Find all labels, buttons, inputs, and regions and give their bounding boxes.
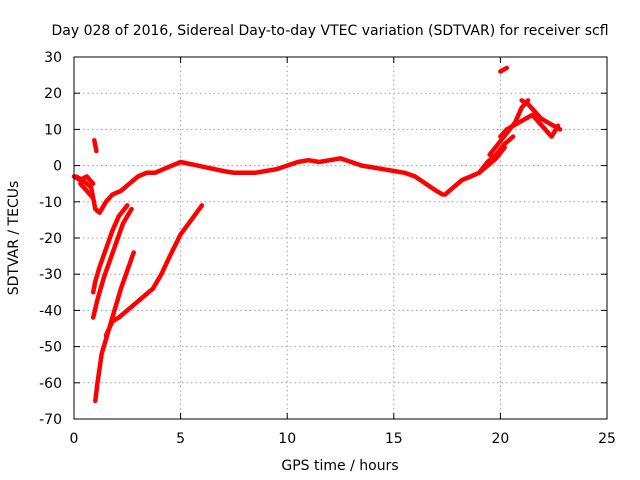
series-late-branch-e [519,98,563,132]
series-blip-20h [498,65,510,74]
x-tick-label: 25 [598,431,616,447]
y-tick-label: 10 [44,122,62,138]
x-tick-label: 20 [491,431,509,447]
series-steep-branch-a [90,203,130,295]
y-tick-label: -40 [39,303,62,319]
x-tick-label: 15 [385,431,403,447]
y-tick-label: -50 [39,340,62,356]
x-tick-label: 5 [176,431,185,447]
y-tick-labels: -70 -60 -50 -40 -30 -20 -10 0 10 20 30 [39,50,62,428]
y-tick-label: 0 [53,159,62,175]
grid-lines [74,57,607,419]
series-blip-1h [92,138,99,154]
x-tick-labels: 0 5 10 15 20 25 [70,431,616,447]
y-tick-label: -60 [39,376,62,392]
y-tick-label: 30 [44,50,62,66]
series-lower-branch [103,203,205,338]
x-tick-label: 0 [70,431,79,447]
series-late-rise-d [498,112,561,139]
y-tick-label: -10 [39,195,62,211]
y-tick-label: -20 [39,231,62,247]
series-early-start [71,174,96,186]
y-axis-label: SDTVAR / TECUs [6,181,22,296]
chart-title: Day 028 of 2016, Sidereal Day-to-day VTE… [51,23,608,39]
y-tick-label: -70 [39,412,62,428]
y-tick-label: 20 [44,86,62,102]
series-steep-branch-b [90,206,134,320]
y-tick-label: -30 [39,267,62,283]
x-tick-label: 10 [278,431,296,447]
axis-ticks [73,56,608,420]
series-main-trace [73,156,446,215]
data-series [71,65,563,404]
series-late-rise-a [442,145,507,197]
series-late-rise-b [476,134,516,176]
x-axis-label: GPS time / hours [281,458,398,474]
series-early-dip [78,181,96,201]
